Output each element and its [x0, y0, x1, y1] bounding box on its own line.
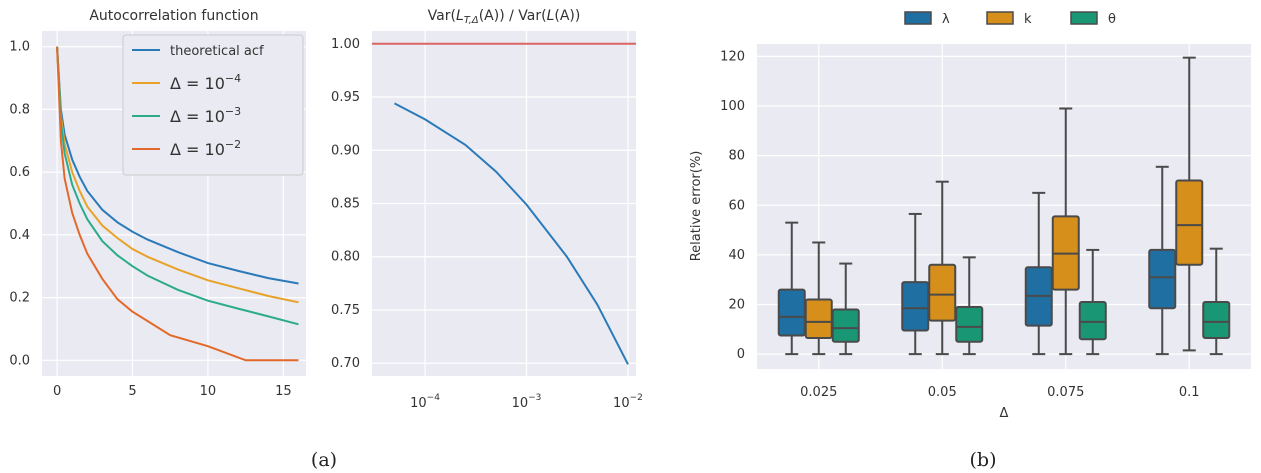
variance-ratio-chart: 10−4 10−3 10−2 0.70 0.75 0.80 0.85 0.90 0.95 1.0… — [331, 8, 643, 411]
title-part-L2: L — [547, 8, 555, 24]
acf-series-line-0 — [56, 46, 299, 285]
acf-legend-label: Δ = 10−2 — [170, 138, 241, 159]
var-ratio-ytick-label: 0.80 — [331, 250, 360, 265]
box-λ-0.075 — [1024, 191, 1053, 356]
relative-error-xlabel: Δ — [1000, 406, 1009, 421]
box-θ-0.025 — [831, 262, 860, 356]
box-λ-0.1 — [1148, 165, 1177, 356]
title-part-var1: Var( — [428, 8, 456, 24]
caption-b: (b) — [970, 449, 997, 471]
box-θ-0.05 — [955, 256, 984, 356]
box-k-0.025 — [804, 241, 833, 356]
title-part-sub: T,Δ — [464, 15, 479, 26]
relative-error-ytick-label: 0 — [737, 347, 745, 362]
var-ratio-ytick-label: 1.00 — [331, 37, 360, 52]
relative-error-ylabel: Relative error(%) — [689, 151, 704, 262]
acf-xtick-label: 15 — [275, 384, 292, 399]
acf-xtick-label: 0 — [53, 384, 61, 399]
var-ratio-series-line — [394, 102, 629, 365]
acf-xtick-label: 10 — [200, 384, 217, 399]
box-θ-0.075 — [1078, 248, 1107, 356]
relative-error-xtick-label: 0.1 — [1179, 385, 1200, 400]
relative-error-ytick-label: 20 — [728, 297, 745, 312]
box-θ-0.1 — [1202, 247, 1231, 356]
acf-ytick-label: 0.8 — [9, 102, 30, 117]
acf-ytick-label: 0.4 — [9, 228, 30, 243]
acf-ytick-label: 0.0 — [9, 353, 30, 368]
acf-series-line-2 — [56, 46, 299, 326]
relative-error-xtick-label: 0.05 — [928, 385, 957, 400]
acf-ytick-label: 0.2 — [9, 291, 30, 306]
box-λ-0.025 — [777, 221, 806, 356]
box-k-0.1 — [1175, 56, 1204, 352]
var-ratio-xtick-label: 10−2 — [613, 393, 643, 411]
title-part-var2: (A)) / Var( — [479, 8, 547, 24]
legend-swatch-λ — [904, 11, 932, 25]
var-ratio-ytick-label: 0.95 — [331, 90, 360, 105]
relative-error-ytick-label: 60 — [728, 198, 745, 213]
variance-ratio-title: Var(LT,Δ(A)) / Var(L(A)) — [428, 8, 581, 26]
acf-ytick-label: 1.0 — [9, 40, 30, 55]
legend-swatch-θ — [1070, 11, 1098, 25]
caption-a: (a) — [311, 449, 337, 471]
acf-series-line-1 — [56, 46, 299, 304]
relative-error-ytick-label: 100 — [720, 99, 745, 114]
relative-error-ytick-label: 40 — [728, 248, 745, 263]
acf-title: Autocorrelation function — [89, 8, 258, 24]
relative-error-xtick-label: 0.025 — [800, 385, 837, 400]
title-part-end: (A)) — [554, 8, 580, 24]
relative-error-ytick-label: 80 — [728, 149, 745, 164]
var-ratio-ytick-label: 0.70 — [331, 356, 360, 371]
acf-series-line-3 — [56, 46, 299, 362]
var-ratio-xtick-label: 10−3 — [512, 393, 542, 411]
relative-error-ytick-label: 120 — [720, 49, 745, 64]
legend-swatch-k — [986, 11, 1014, 25]
box-k-0.075 — [1051, 107, 1080, 356]
box-k-0.05 — [928, 180, 957, 356]
legend-label-λ: λ — [942, 12, 950, 27]
acf-ytick-label: 0.6 — [9, 165, 30, 180]
relative-error-chart: 0.025 0.05 0.075 0.1 0 20 40 60 80 100 120 Δ Rela… — [689, 11, 1251, 421]
acf-legend-label: Δ = 10−4 — [170, 72, 241, 93]
var-ratio-ytick-label: 0.90 — [331, 143, 360, 158]
var-ratio-ytick-label: 0.85 — [331, 197, 360, 212]
var-ratio-xtick-label: 10−4 — [410, 393, 440, 411]
acf-xtick-label: 5 — [128, 384, 136, 399]
acf-legend-label: theoretical acf — [170, 44, 264, 59]
acf-legend-label: Δ = 10−3 — [170, 105, 241, 126]
var-ratio-ytick-label: 0.75 — [331, 303, 360, 318]
legend-label-k: k — [1024, 12, 1032, 27]
acf-chart: 0 5 10 15 0.0 0.2 0.4 0.6 0.8 1.0 Autocorrelatio… — [9, 8, 306, 399]
legend-label-θ: θ — [1108, 12, 1116, 27]
relative-error-xtick-label: 0.075 — [1047, 385, 1084, 400]
acf-legend: theoretical acf Δ = 10−4 Δ = 10−3 Δ = 10−2 — [122, 34, 304, 176]
title-part-L: L — [456, 8, 464, 24]
